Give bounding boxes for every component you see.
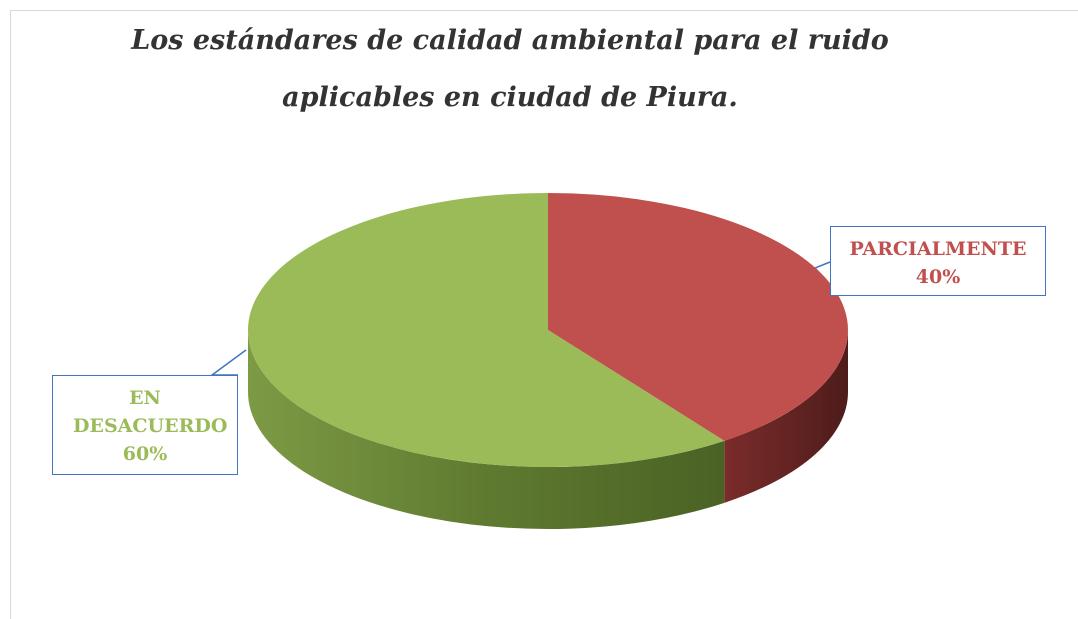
chart-frame	[10, 10, 1078, 619]
slice-top	[248, 193, 725, 467]
label-value: 40%	[915, 266, 961, 288]
slice-side	[724, 330, 849, 503]
slice-side	[248, 330, 725, 529]
slice-top	[548, 193, 848, 441]
label-value: 60%	[122, 443, 168, 465]
data-label: EN DESACUERDO 60%	[52, 375, 238, 475]
data-label: PARCIALMENTE 40%	[830, 226, 1046, 296]
chart-title: Los estándares de calidad ambiental para…	[131, 25, 889, 113]
pie-slice	[548, 193, 849, 503]
pie-slice	[248, 193, 725, 529]
label-category: PARCIALMENTE	[849, 238, 1027, 260]
label-category: EN DESACUERDO	[73, 387, 228, 437]
leader-line	[209, 349, 247, 376]
